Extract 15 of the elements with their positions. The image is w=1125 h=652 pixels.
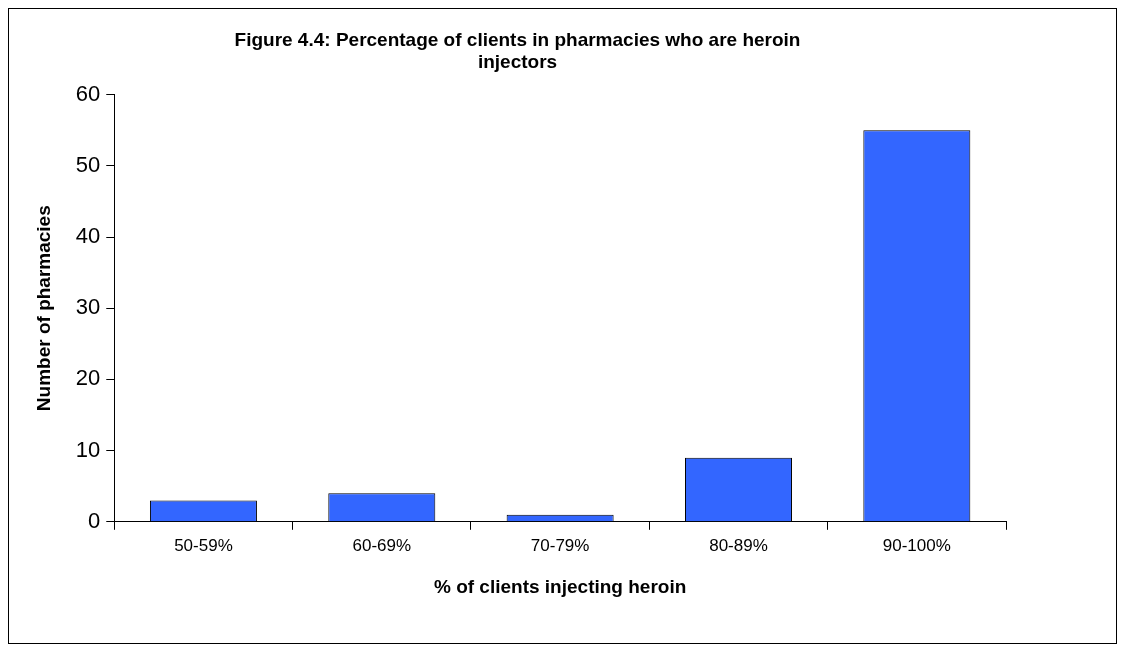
y-tick-label: 50 (75, 151, 101, 177)
y-tick-label: 60 (75, 80, 101, 106)
y-tick-label: 10 (75, 436, 101, 462)
x-tick-label: 60-69% (352, 535, 412, 555)
x-tick-label: 50-59% (174, 535, 233, 555)
y-tick-label: 0 (88, 507, 101, 533)
chart-title: Figure 4.4: Percentage of clients in pharmacies who are heroin injectors (234, 28, 801, 73)
y-tick-label: 20 (75, 365, 101, 391)
y-axis-title: Number of pharmacies (32, 205, 54, 412)
y-tick-label: 30 (75, 294, 101, 320)
x-tick-label: 80-89% (709, 535, 768, 555)
y-tick-label: 40 (75, 223, 101, 249)
x-tick-label: 70-79% (530, 535, 590, 555)
x-axis-title: % of clients injecting heroin (433, 575, 687, 597)
x-tick-label: 90-100% (882, 535, 951, 555)
